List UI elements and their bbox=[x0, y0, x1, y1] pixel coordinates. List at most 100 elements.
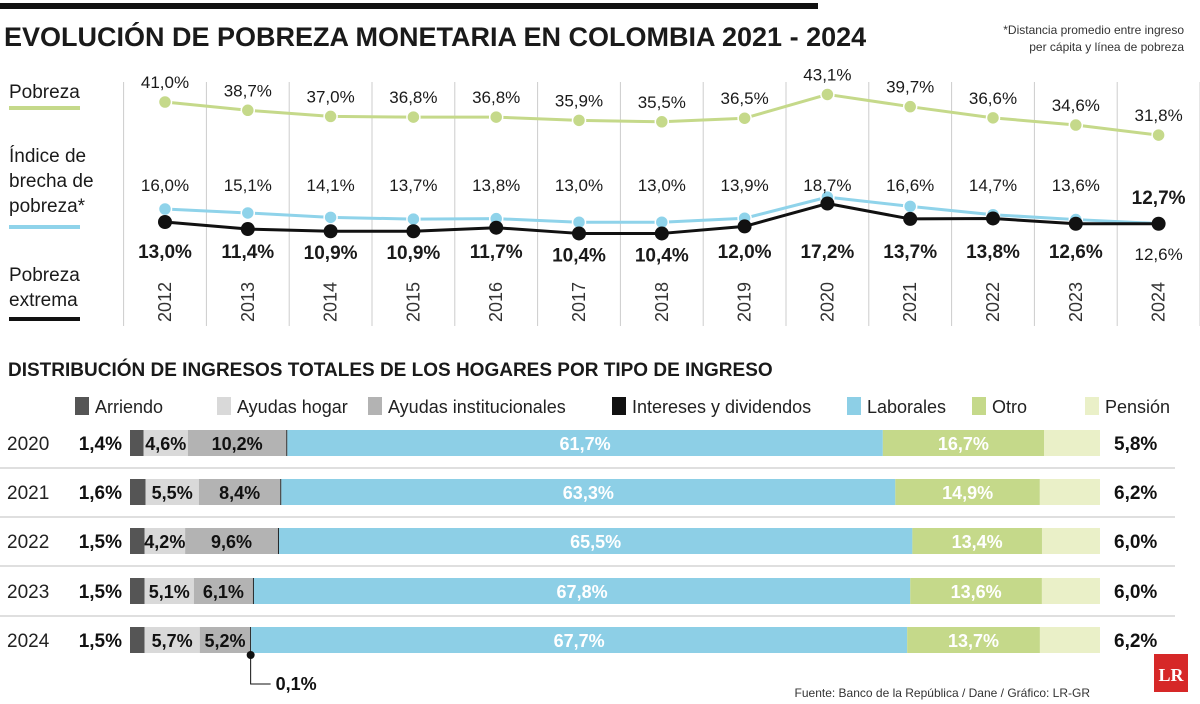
data-point-pobreza bbox=[820, 87, 835, 102]
bar-label-otro: 16,7% bbox=[938, 434, 989, 454]
bar-label-ayudas-hogar: 5,7% bbox=[152, 631, 193, 651]
data-label-pobreza: 36,8% bbox=[389, 88, 437, 107]
data-label-pobreza: 41,0% bbox=[141, 73, 189, 92]
bar-segment-intereses bbox=[252, 578, 254, 604]
bar-label-laborales: 61,7% bbox=[560, 434, 611, 454]
callout-line bbox=[250, 655, 271, 685]
bar-label-ayudas-institucionales: 6,1% bbox=[203, 582, 244, 602]
data-point-extrema bbox=[654, 226, 669, 241]
data-point-extrema bbox=[1068, 216, 1083, 231]
bar-label-pension: 6,0% bbox=[1114, 582, 1157, 603]
bar-label-ayudas-hogar: 5,5% bbox=[152, 483, 193, 503]
data-label-pobreza: 43,1% bbox=[803, 65, 851, 84]
footnote-line-1: *Distancia promedio entre ingreso bbox=[1003, 23, 1184, 37]
bar-segment-intereses bbox=[250, 627, 252, 653]
x-tick-label: 2013 bbox=[238, 282, 258, 322]
data-label-brecha: 12,7% bbox=[1132, 188, 1186, 209]
legend-label-ayudas_hogar: Ayudas hogar bbox=[237, 397, 348, 417]
data-point-brecha bbox=[157, 201, 173, 217]
data-label-brecha: 16,6% bbox=[886, 176, 934, 195]
footnote-line-2: per cápita y línea de pobreza bbox=[1029, 40, 1184, 54]
bar-segment-laborales bbox=[287, 430, 883, 456]
bar-label-laborales: 63,3% bbox=[563, 483, 614, 503]
bar-segment-arriendo bbox=[130, 627, 145, 653]
bar-chart-title: DISTRIBUCIÓN DE INGRESOS TOTALES DE LOS … bbox=[8, 359, 773, 381]
bar-label-pension: 6,2% bbox=[1114, 483, 1157, 504]
legend-label-otro: Otro bbox=[992, 397, 1027, 417]
bar-segment-ayudas_institucionales bbox=[187, 430, 287, 456]
data-label-pobreza: 37,0% bbox=[306, 87, 354, 106]
data-label-pobreza: 31,8% bbox=[1134, 106, 1182, 125]
bar-segment-pension bbox=[1039, 627, 1100, 653]
data-point-extrema bbox=[737, 219, 752, 234]
bar-label-pension: 6,0% bbox=[1114, 532, 1157, 553]
bar-segment-ayudas_hogar bbox=[144, 528, 186, 554]
bar-segment-otro bbox=[907, 627, 1040, 653]
data-label-extrema: 10,4% bbox=[635, 245, 689, 266]
bar-label-laborales: 65,5% bbox=[570, 532, 621, 552]
data-point-extrema bbox=[240, 222, 255, 237]
data-label-pobreza: 36,6% bbox=[969, 89, 1017, 108]
row-year-label: 2024 bbox=[7, 631, 50, 652]
bar-segment-ayudas_hogar bbox=[144, 627, 200, 653]
bar-segment-otro bbox=[910, 578, 1042, 604]
bar-chart-rows: 2020 1,4% 4,6% 10,2% 61,7% 16,7% 5,8% 2021 1,6% 5… bbox=[0, 430, 1175, 694]
data-point-brecha bbox=[323, 210, 338, 225]
data-label-brecha: 13,0% bbox=[555, 176, 603, 195]
data-point-pobreza bbox=[902, 99, 918, 114]
data-point-brecha bbox=[240, 205, 256, 221]
bar-label-ayudas-hogar: 4,2% bbox=[144, 532, 185, 552]
x-tick-label: 2012 bbox=[155, 282, 175, 322]
data-label-extrema: 12,6% bbox=[1049, 242, 1103, 263]
data-label-pobreza: 39,7% bbox=[886, 78, 934, 97]
legend-label-pension: Pensión bbox=[1105, 397, 1170, 417]
x-tick-label: 2014 bbox=[321, 282, 341, 322]
data-point-pobreza bbox=[654, 114, 670, 130]
x-tick-label: 2017 bbox=[569, 282, 589, 322]
data-label-pobreza: 36,5% bbox=[720, 89, 768, 108]
legend-label-extrema-1: Pobreza bbox=[9, 265, 80, 286]
legend-swatch-ayudas_institucionales bbox=[368, 397, 382, 415]
data-label-extrema: 12,6% bbox=[1134, 245, 1182, 264]
bar-segment-pension bbox=[1039, 479, 1100, 505]
bar-label-pension: 5,8% bbox=[1114, 434, 1157, 455]
data-point-brecha bbox=[406, 211, 421, 227]
row-year-label: 2022 bbox=[7, 532, 49, 553]
bar-segment-laborales bbox=[278, 528, 913, 554]
data-point-pobreza bbox=[406, 109, 421, 125]
logo-text: LR bbox=[1158, 665, 1184, 685]
data-label-extrema: 10,4% bbox=[552, 245, 606, 266]
data-label-extrema: 10,9% bbox=[386, 243, 440, 264]
bar-segment-pension bbox=[1041, 578, 1100, 604]
data-point-pobreza bbox=[488, 109, 504, 125]
bar-segment-intereses bbox=[280, 479, 282, 505]
data-label-brecha: 15,1% bbox=[224, 176, 272, 195]
bar-label-laborales: 67,8% bbox=[557, 582, 608, 602]
data-label-brecha: 13,7% bbox=[389, 176, 437, 195]
bar-segment-arriendo bbox=[130, 528, 145, 554]
bar-label-arriendo: 1,5% bbox=[79, 631, 122, 652]
legend-label-intereses: Intereses y dividendos bbox=[632, 397, 811, 417]
bar-chart-legend: Arriendo Ayudas hogar Ayudas institucional… bbox=[75, 397, 1170, 417]
data-point-extrema bbox=[820, 196, 835, 211]
data-point-pobreza bbox=[1068, 117, 1084, 133]
legend-swatch-laborales bbox=[847, 397, 861, 415]
data-label-extrema: 10,9% bbox=[304, 243, 358, 264]
row-year-label: 2023 bbox=[7, 582, 49, 603]
source-note: Fuente: Banco de la República / Dane / G… bbox=[795, 686, 1091, 700]
data-label-pobreza: 34,6% bbox=[1052, 96, 1100, 115]
legend-label-pobreza: Pobreza bbox=[9, 82, 80, 103]
data-label-brecha: 14,7% bbox=[969, 176, 1017, 195]
row-year-label: 2021 bbox=[7, 483, 49, 504]
bar-label-arriendo: 1,5% bbox=[79, 532, 122, 553]
bar-segment-laborales bbox=[253, 578, 911, 604]
bar-label-ayudas-institucionales: 5,2% bbox=[204, 631, 245, 651]
line-chart-series bbox=[157, 87, 1166, 241]
bar-label-intereses: 0,1% bbox=[276, 674, 317, 694]
bar-segment-ayudas_hogar bbox=[144, 578, 194, 604]
chart-title: EVOLUCIÓN DE POBREZA MONETARIA EN COLOMB… bbox=[4, 21, 866, 52]
bar-label-otro: 13,7% bbox=[948, 631, 999, 651]
bar-label-ayudas-institucionales: 10,2% bbox=[212, 434, 263, 454]
legend-swatch-pension bbox=[1085, 397, 1099, 415]
data-label-brecha: 18,7% bbox=[803, 176, 851, 195]
